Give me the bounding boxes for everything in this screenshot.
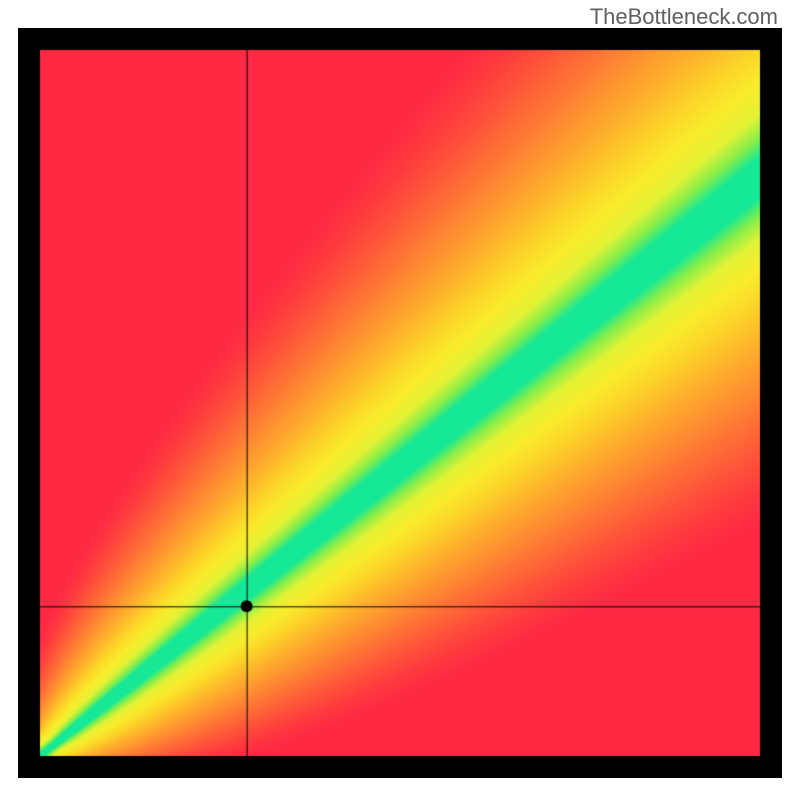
bottleneck-heatmap (18, 28, 782, 778)
chart-frame (18, 28, 782, 778)
watermark-text: TheBottleneck.com (590, 4, 778, 30)
